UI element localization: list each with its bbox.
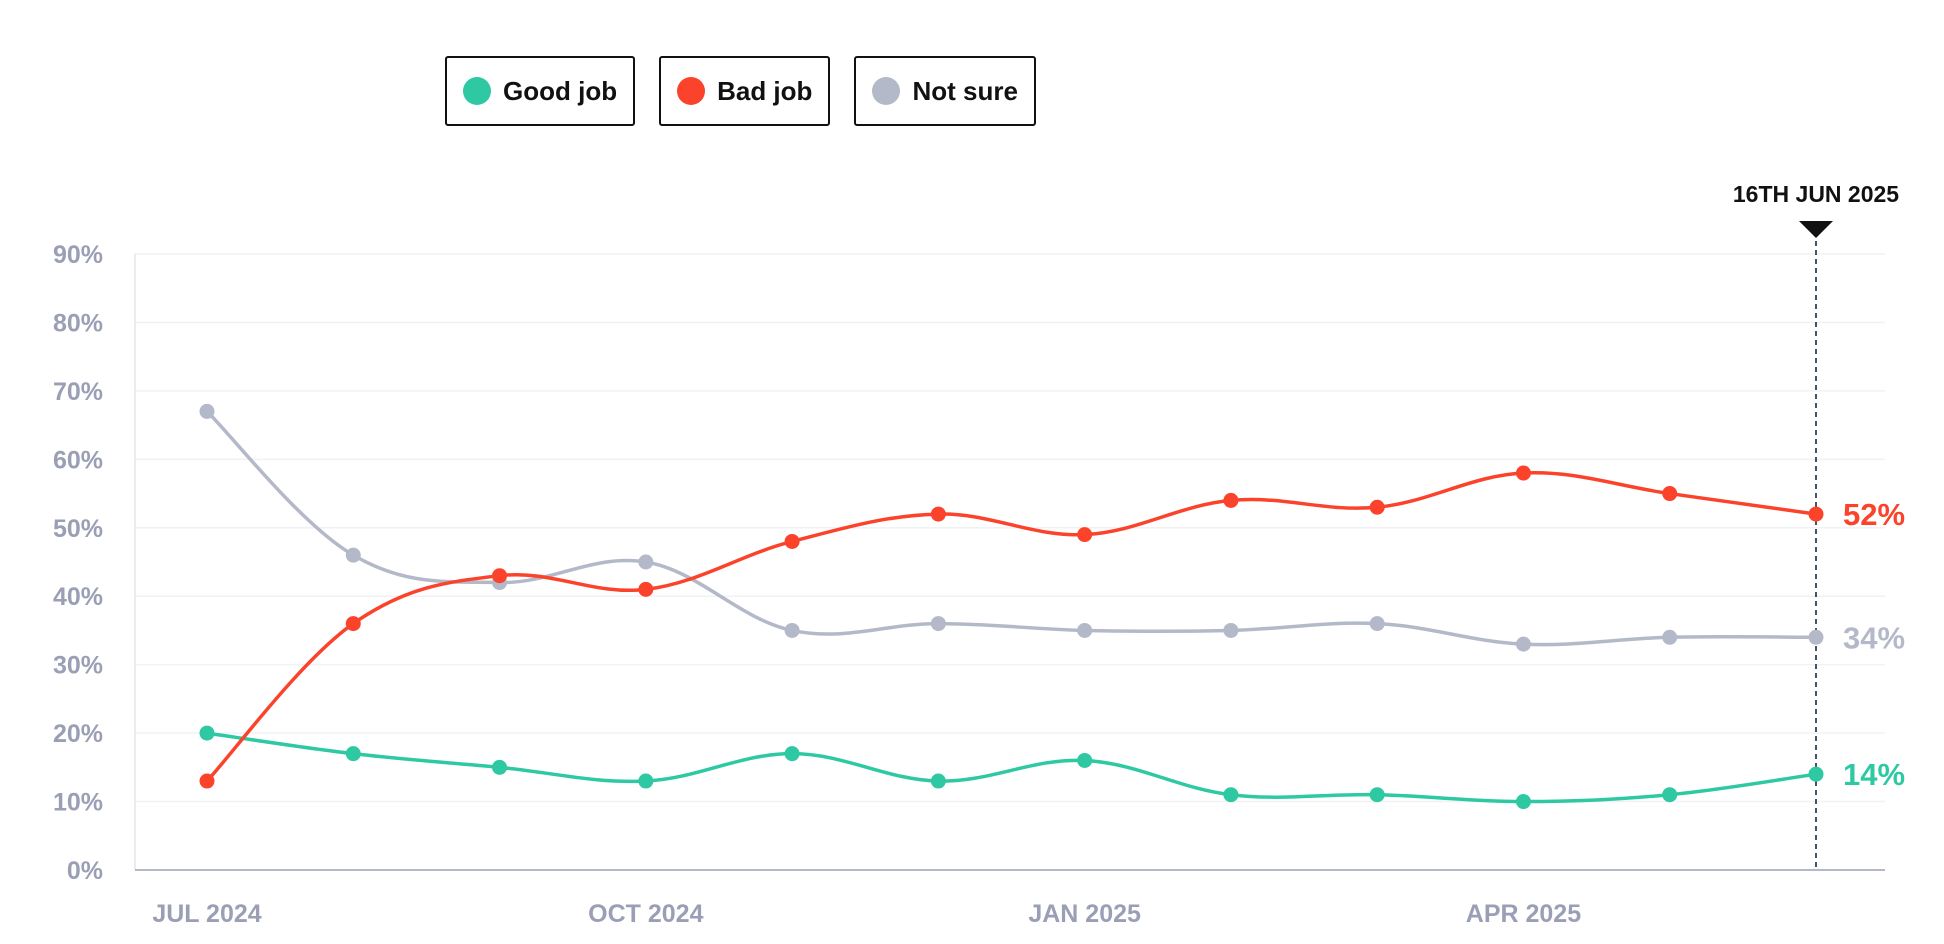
data-point-bad-job[interactable] (1223, 492, 1239, 508)
legend-label-good-job: Good job (503, 75, 618, 106)
data-point-good-job[interactable] (930, 773, 946, 789)
data-point-not-sure[interactable] (930, 616, 946, 632)
x-tick-label: JUL 2024 (152, 900, 261, 928)
data-point-good-job[interactable] (784, 746, 800, 762)
data-point-not-sure[interactable] (784, 622, 800, 638)
y-tick-label: 60% (53, 446, 103, 474)
y-tick-label: 30% (53, 652, 103, 680)
data-point-good-job[interactable] (1077, 752, 1093, 768)
y-tick-label: 50% (53, 515, 103, 543)
data-point-bad-job[interactable] (1077, 527, 1093, 543)
bad-job-swatch-icon (677, 77, 706, 105)
y-tick-label: 40% (53, 583, 103, 611)
y-tick-label: 20% (53, 720, 103, 748)
y-tick-label: 0% (67, 857, 103, 885)
series-line-not-sure (205, 409, 1818, 647)
end-label-bad-job: 52% (1843, 497, 1905, 532)
end-label-not-sure: 34% (1843, 620, 1905, 655)
data-point-good-job[interactable] (1808, 766, 1824, 782)
data-point-good-job[interactable] (1369, 787, 1385, 803)
date-marker-triangle-icon (1799, 221, 1833, 238)
data-point-good-job[interactable] (345, 746, 361, 762)
series-line-bad-job (205, 471, 1818, 783)
data-point-not-sure[interactable] (1515, 636, 1531, 652)
data-point-bad-job[interactable] (345, 616, 361, 632)
data-point-good-job[interactable] (492, 759, 508, 775)
legend-label-not-sure: Not sure (912, 75, 1018, 106)
data-point-good-job[interactable] (638, 773, 654, 789)
not-sure-swatch-icon (872, 77, 901, 105)
data-point-not-sure[interactable] (345, 547, 361, 563)
data-point-bad-job[interactable] (784, 533, 800, 549)
series-lines (199, 403, 1824, 810)
x-tick-label: JAN 2025 (1028, 900, 1141, 928)
legend-label-bad-job: Bad job (717, 75, 813, 106)
data-point-bad-job[interactable] (1662, 486, 1678, 502)
y-tick-label: 10% (53, 789, 103, 817)
y-tick-label: 90% (53, 241, 103, 269)
data-point-bad-job[interactable] (1808, 506, 1824, 522)
legend-item-not-sure[interactable]: Not sure (854, 56, 1036, 126)
data-point-not-sure[interactable] (1662, 629, 1678, 645)
data-point-not-sure[interactable] (1808, 629, 1824, 645)
y-tick-label: 70% (53, 378, 103, 406)
y-axis-ticks: 0% 10% 20% 30% 40% 50% 60% 70% 80% 90% (53, 241, 103, 885)
data-point-good-job[interactable] (1515, 794, 1531, 810)
end-labels: 34% 14% 52% (1843, 497, 1905, 792)
legend-item-good-job[interactable]: Good job (445, 56, 636, 126)
date-marker-label: 16TH JUN 2025 (1733, 181, 1899, 207)
data-point-bad-job[interactable] (1369, 499, 1385, 515)
chart-legend: Good job Bad job Not sure (445, 56, 1036, 126)
data-point-not-sure[interactable] (638, 554, 654, 570)
x-tick-label: OCT 2024 (588, 900, 703, 928)
axes (134, 254, 1885, 871)
data-point-bad-job[interactable] (492, 568, 508, 584)
data-point-bad-job[interactable] (638, 581, 654, 597)
data-point-not-sure[interactable] (1223, 622, 1239, 638)
end-label-good-job: 14% (1843, 757, 1905, 792)
y-tick-label: 80% (53, 309, 103, 337)
data-point-bad-job[interactable] (930, 506, 946, 522)
data-point-good-job[interactable] (1662, 787, 1678, 803)
data-point-good-job[interactable] (1223, 787, 1239, 803)
data-point-not-sure[interactable] (1369, 616, 1385, 632)
good-job-swatch-icon (463, 77, 491, 105)
grid-lines (135, 253, 1885, 803)
data-point-not-sure[interactable] (1077, 622, 1093, 638)
data-point-good-job[interactable] (199, 725, 215, 741)
x-tick-label: APR 2025 (1466, 900, 1581, 928)
data-point-not-sure[interactable] (199, 403, 215, 419)
series-line-good-job (205, 731, 1818, 804)
date-marker: 16TH JUN 2025 (1733, 181, 1899, 870)
data-point-bad-job[interactable] (1515, 465, 1531, 481)
x-axis-ticks: JUL 2024 OCT 2024 JAN 2025 APR 2025 (152, 900, 1581, 928)
legend-item-bad-job[interactable]: Bad job (659, 56, 831, 126)
data-point-bad-job[interactable] (199, 773, 215, 789)
